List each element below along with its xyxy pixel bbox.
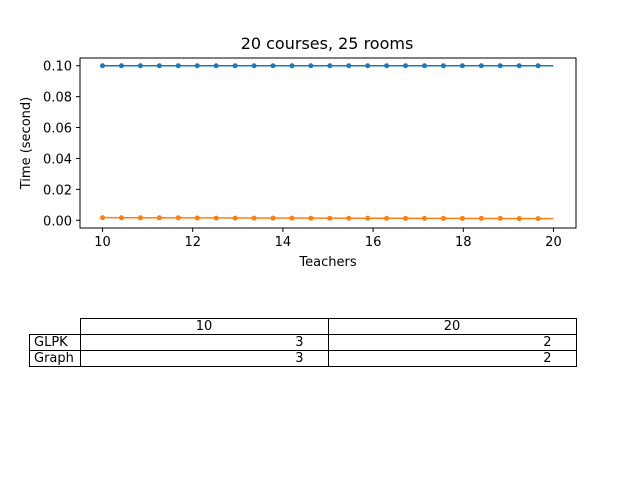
table-row: Graph 3 2 <box>29 350 577 367</box>
data-point <box>213 215 219 221</box>
data-point <box>137 215 143 221</box>
data-point <box>175 63 181 69</box>
data-point <box>270 215 276 221</box>
data-point <box>346 63 352 69</box>
data-point <box>137 63 143 69</box>
data-point <box>403 63 409 69</box>
table-row-label: GLPK <box>29 334 81 351</box>
y-tick-label: 0.04 <box>43 152 72 167</box>
data-point <box>478 215 484 221</box>
y-axis: 0.00 0.02 0.04 0.06 0.08 0.10 <box>43 60 80 229</box>
data-point <box>478 63 484 69</box>
data-point <box>270 63 276 69</box>
data-point <box>365 215 371 221</box>
data-point <box>194 63 200 69</box>
data-point <box>213 63 219 69</box>
table-corner <box>30 319 81 335</box>
data-point <box>308 63 314 69</box>
chart-title: 20 courses, 25 rooms <box>241 34 414 53</box>
x-tick-label: 18 <box>455 235 472 250</box>
data-point <box>384 63 390 69</box>
data-point <box>118 63 124 69</box>
data-point <box>346 215 352 221</box>
data-point <box>327 63 333 69</box>
data-point <box>251 215 257 221</box>
x-axis-label: Teachers <box>298 255 356 270</box>
results-table: 10 20 GLPK 3 2 Graph 3 2 <box>29 318 577 367</box>
data-point <box>156 215 162 221</box>
data-point <box>308 215 314 221</box>
data-point <box>516 216 522 222</box>
data-point <box>100 215 106 221</box>
data-point <box>194 215 200 221</box>
table-cell: 2 <box>327 350 577 367</box>
table-col-header: 10 <box>79 318 329 335</box>
y-tick-label: 0.00 <box>43 214 72 229</box>
x-tick-label: 10 <box>94 235 111 250</box>
data-point <box>251 63 257 69</box>
table-row: GLPK 3 2 <box>29 334 577 351</box>
data-point <box>516 63 522 69</box>
data-point <box>535 63 541 69</box>
x-axis: 10 12 14 16 18 20 <box>94 228 562 250</box>
y-axis-label: Time (second) <box>19 97 34 190</box>
series-1 <box>100 63 554 69</box>
data-point <box>232 215 238 221</box>
x-tick-label: 12 <box>184 235 201 250</box>
table-header-row: 10 20 <box>30 318 577 335</box>
data-point <box>327 215 333 221</box>
series-layer <box>100 63 554 222</box>
x-tick-label: 16 <box>365 235 382 250</box>
data-point <box>440 215 446 221</box>
plot-frame <box>79 57 577 229</box>
table-cell: 3 <box>79 350 329 367</box>
data-point <box>535 216 541 222</box>
line-chart: 20 courses, 25 rooms 10 12 14 16 18 20 0.000.… <box>19 34 577 270</box>
data-point <box>497 215 503 221</box>
y-tick-label: 0.06 <box>43 122 72 137</box>
data-point <box>232 63 238 69</box>
data-point <box>440 63 446 69</box>
data-point <box>384 215 390 221</box>
y-tick-label: 0.02 <box>43 183 72 198</box>
data-point <box>175 215 181 221</box>
x-tick-label: 20 <box>545 235 562 250</box>
table-cell: 2 <box>327 334 577 351</box>
data-point <box>421 63 427 69</box>
x-tick-label: 14 <box>275 235 292 250</box>
data-point <box>118 215 124 221</box>
data-point <box>289 215 295 221</box>
data-point <box>421 215 427 221</box>
data-point <box>289 63 295 69</box>
table-row-label: Graph <box>29 350 81 367</box>
data-point <box>459 215 465 221</box>
data-point <box>100 63 106 69</box>
data-point <box>459 63 465 69</box>
data-point <box>156 63 162 69</box>
data-point <box>497 63 503 69</box>
y-tick-label: 0.10 <box>43 60 72 75</box>
data-point <box>403 215 409 221</box>
series-2 <box>100 215 554 222</box>
table-col-header: 20 <box>327 318 577 335</box>
y-tick-label: 0.08 <box>43 91 72 106</box>
data-point <box>365 63 371 69</box>
table-cell: 3 <box>79 334 329 351</box>
